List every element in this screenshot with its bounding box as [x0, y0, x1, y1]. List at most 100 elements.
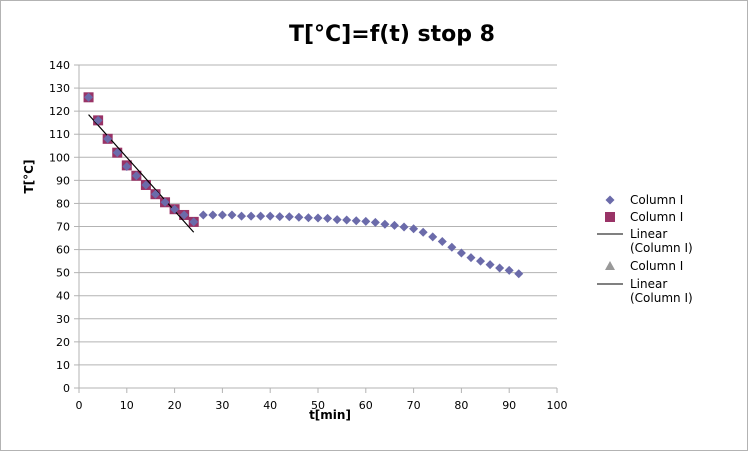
data-point [370, 217, 380, 227]
data-point [141, 180, 151, 190]
y-tick-label: 10 [56, 359, 70, 372]
data-point [476, 256, 486, 266]
data-point [351, 216, 361, 226]
data-point [189, 217, 199, 227]
gridlines [79, 64, 557, 366]
legend-label: Linear [630, 277, 667, 291]
data-point [275, 212, 285, 222]
x-tick-label: 0 [76, 399, 83, 412]
x-axis-title: t[min] [309, 408, 351, 422]
legend-item: Column I [605, 193, 683, 207]
y-tick-label: 100 [49, 151, 70, 164]
data-point [198, 210, 208, 220]
data-point [323, 213, 333, 223]
data-point [389, 220, 399, 230]
y-tick-label: 70 [56, 221, 70, 234]
data-point [112, 148, 122, 158]
data-point [409, 224, 419, 234]
data-point [265, 211, 275, 221]
y-tick-label: 120 [49, 105, 70, 118]
data-point [122, 162, 132, 172]
y-tick-label: 140 [49, 59, 70, 72]
legend-item: Linear(Column I) [597, 227, 693, 255]
data-point [456, 248, 466, 258]
data-point [418, 227, 428, 237]
data-point [227, 210, 237, 220]
data-point [103, 134, 113, 144]
legend-label: Linear [630, 227, 667, 241]
data-point [485, 260, 495, 270]
y-tick-label: 90 [56, 174, 70, 187]
data-point [514, 269, 524, 279]
y-tick-label: 80 [56, 197, 70, 210]
data-point [332, 215, 342, 225]
x-tick-label: 40 [263, 399, 277, 412]
data-point [237, 211, 247, 221]
data-point [208, 210, 218, 220]
series-3 [88, 114, 195, 233]
data-point [437, 236, 447, 246]
data-point [428, 232, 438, 242]
legend-label: Column I [630, 210, 683, 224]
data-point [399, 222, 409, 232]
legend-label: (Column I) [630, 241, 693, 255]
data-point [256, 211, 266, 221]
data-point [294, 212, 304, 222]
data-point [342, 215, 352, 225]
data-point [246, 211, 256, 221]
series-1 [84, 92, 524, 279]
data-point [170, 204, 180, 214]
data-point [361, 216, 371, 226]
y-tick-label: 30 [56, 313, 70, 326]
data-point [150, 189, 160, 199]
data-point [284, 212, 294, 222]
legend-label: Column I [630, 259, 683, 273]
legend-item: Linear(Column I) [597, 277, 693, 305]
data-point [131, 171, 141, 181]
legend-marker [605, 212, 615, 222]
y-tick-label: 50 [56, 267, 70, 280]
x-tick-label: 30 [215, 399, 229, 412]
x-tick-labels: 0 10 20 30 40 50 60 70 80 90 100 [76, 388, 568, 412]
data-point [447, 242, 457, 252]
data-point [313, 213, 323, 223]
y-axis-title: T[°C] [22, 160, 36, 194]
y-tick-label: 40 [56, 290, 70, 303]
x-tick-label: 90 [502, 399, 516, 412]
data-point [466, 253, 476, 263]
y-tick-label: 130 [49, 82, 70, 95]
x-tick-label: 20 [168, 399, 182, 412]
legend-label: (Column I) [630, 291, 693, 305]
data-point [93, 115, 103, 125]
y-tick-labels: 0 10 20 30 40 50 60 70 80 90 100 110 120 130 140 [49, 59, 79, 395]
x-tick-label: 50 [311, 399, 325, 412]
y-tick-label: 110 [49, 128, 70, 141]
trendline [88, 114, 195, 233]
data-point [84, 92, 94, 102]
x-tick-label: 70 [407, 399, 421, 412]
x-tick-label: 100 [547, 399, 568, 412]
legend-item: Column I [605, 210, 683, 224]
data-point [179, 210, 189, 220]
y-tick-label: 20 [56, 336, 70, 349]
chart-title: T[°C]=f(t) stop 8 [289, 22, 495, 47]
x-tick-label: 80 [454, 399, 468, 412]
y-tick-label: 0 [63, 382, 70, 395]
x-tick-label: 10 [120, 399, 134, 412]
x-tick-label: 60 [359, 399, 373, 412]
legend-marker [605, 195, 615, 205]
series-2 [83, 92, 199, 227]
legend-item: Column I [605, 259, 683, 273]
data-point [380, 219, 390, 229]
data-point [217, 210, 227, 220]
y-tick-label: 60 [56, 244, 70, 257]
legend-marker [605, 261, 615, 270]
data-point [495, 263, 505, 273]
data-point [160, 197, 170, 207]
data-point [504, 265, 514, 275]
legend-label: Column I [630, 193, 683, 207]
